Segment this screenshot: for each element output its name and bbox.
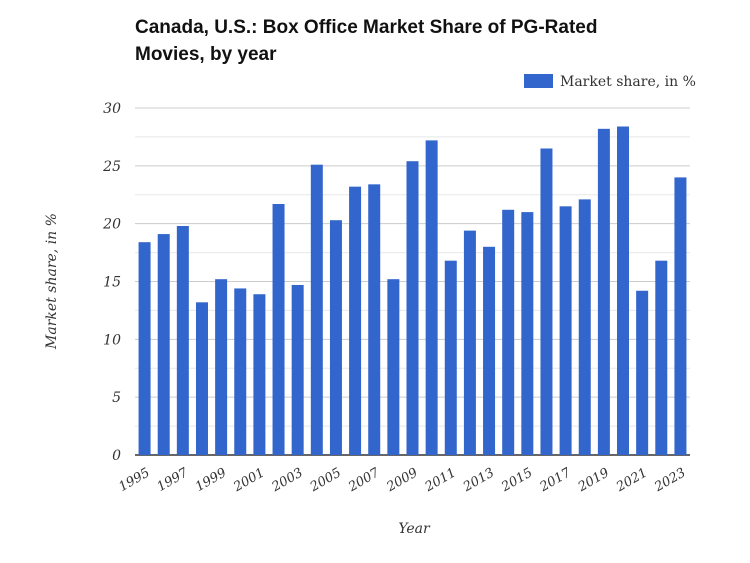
y-tick-label: 15: [103, 275, 121, 291]
y-tick-label: 0: [112, 448, 121, 464]
bar-2005: [329, 220, 342, 455]
bar-2007: [368, 184, 381, 455]
x-tick-label: 2015: [498, 465, 535, 495]
y-tick-label: 5: [112, 390, 121, 406]
bar-1998: [195, 302, 208, 455]
bar-2008: [387, 279, 400, 455]
bar-2000: [234, 288, 247, 455]
y-axis-label: Market share, in %: [44, 213, 60, 350]
bar-2006: [349, 186, 362, 456]
bar-2013: [483, 246, 496, 455]
bar-2014: [502, 209, 515, 455]
bar-2003: [291, 284, 304, 455]
x-tick-label: 2011: [422, 465, 459, 495]
bar-1996: [157, 234, 170, 455]
bar-2001: [253, 294, 266, 455]
bar-1999: [215, 279, 228, 455]
x-tick-label: 2009: [383, 465, 420, 495]
bar-2004: [310, 164, 323, 455]
bar-2011: [444, 260, 457, 455]
bar-2016: [540, 148, 553, 455]
bar-2020: [617, 126, 630, 456]
bar-2022: [655, 260, 668, 455]
bar-2009: [406, 161, 419, 455]
x-tick-label: 2021: [613, 465, 650, 495]
x-tick-label: 2001: [230, 465, 267, 495]
bar-2012: [463, 230, 476, 455]
x-axis-label: Year: [398, 521, 431, 537]
bar-2019: [597, 128, 610, 455]
y-tick-label: 30: [103, 101, 121, 117]
x-tick-label: 1997: [155, 465, 192, 495]
bar-2018: [578, 199, 591, 455]
y-tick-label: 20: [102, 217, 121, 233]
bar-2021: [636, 290, 649, 455]
x-tick-label: 2003: [269, 465, 306, 495]
bar-2017: [559, 206, 572, 455]
chart-title: Canada, U.S.: Box Office Market Share of…: [135, 17, 598, 65]
bar-2002: [272, 204, 285, 455]
bar-2010: [425, 140, 438, 456]
x-tick-label: 2007: [345, 465, 383, 495]
bar-2015: [521, 212, 534, 455]
x-tick-label: 2017: [537, 465, 575, 495]
x-tick-label: 1999: [193, 465, 229, 495]
legend-label: Market share, in %: [560, 74, 696, 90]
x-tick-label: 2013: [460, 465, 497, 495]
bar-2023: [674, 177, 687, 455]
bar-1995: [138, 242, 151, 455]
x-tick-label: 1995: [116, 465, 152, 495]
x-tick-label: 2005: [307, 465, 344, 495]
bar-1997: [176, 225, 189, 455]
y-tick-label: 10: [103, 332, 121, 348]
y-tick-label: 25: [102, 159, 121, 175]
x-tick-label: 2019: [575, 465, 612, 495]
legend-swatch: [524, 74, 553, 88]
x-tick-label: 2023: [651, 465, 688, 495]
